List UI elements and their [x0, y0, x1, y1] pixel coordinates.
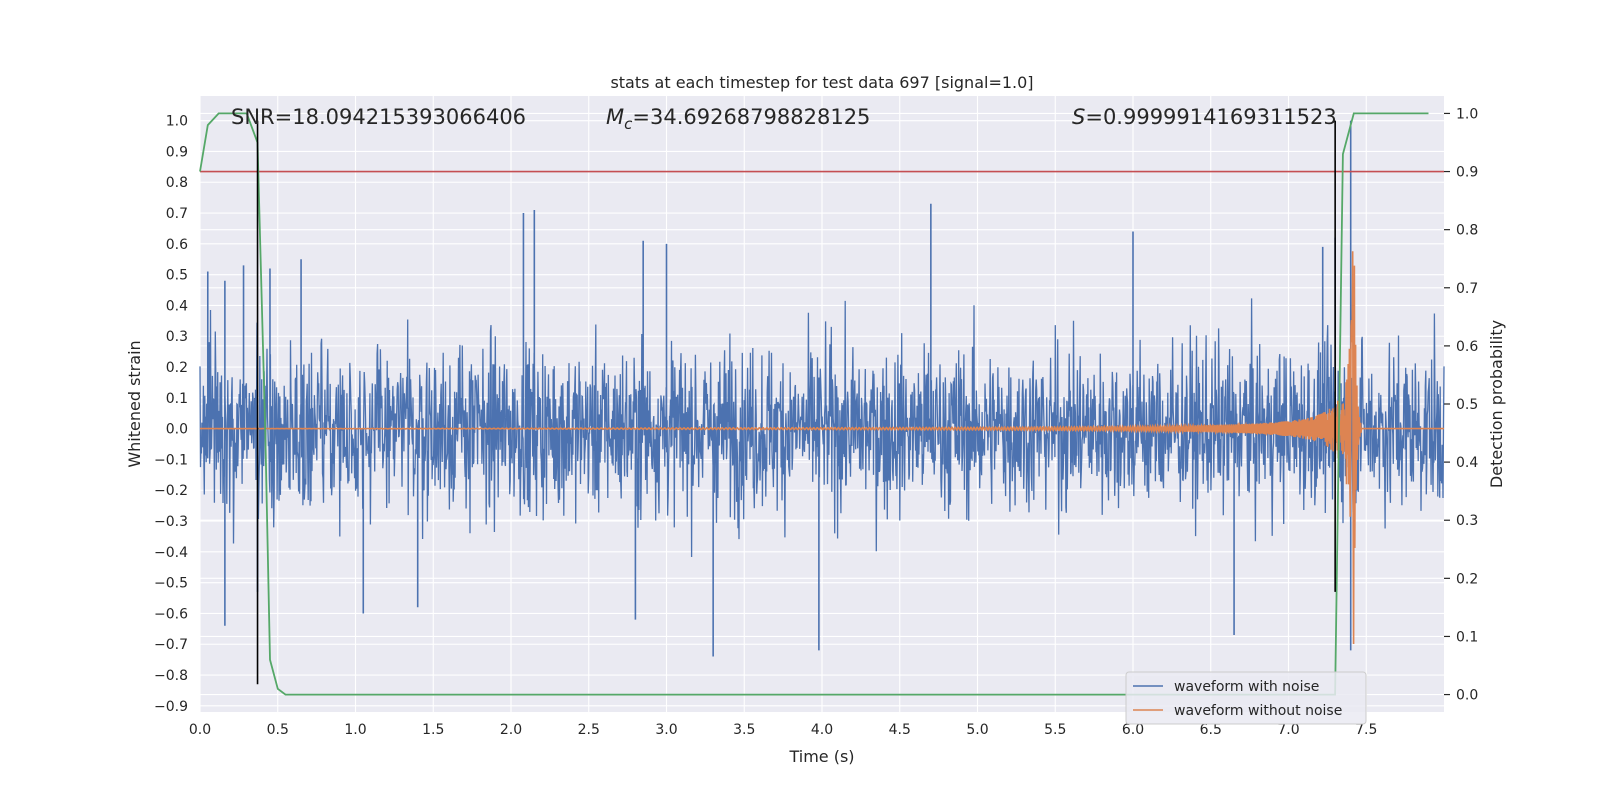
series-detection-probability — [199, 112, 1429, 696]
legend: waveform with noise waveform without noi… — [1125, 671, 1367, 725]
chirp-mass-symbol: M — [606, 105, 624, 129]
x-tick-label: 0.5 — [267, 722, 289, 738]
y-tick-label: 0.2 — [166, 360, 188, 376]
y-tick-label: 0.0 — [166, 422, 188, 438]
x-tick-label: 7.5 — [1355, 722, 1377, 738]
y-tick-label: −0.2 — [154, 483, 188, 499]
legend-label-clean: waveform without noise — [1174, 703, 1342, 719]
x-tick-label: 6.5 — [1200, 722, 1222, 738]
x-tick-label: 4.5 — [889, 722, 911, 738]
chirp-mass-subscript: c — [624, 115, 633, 133]
y-tick-label: −0.5 — [154, 576, 188, 592]
significance-symbol: S — [1072, 105, 1085, 129]
y2-tick-label: 0.6 — [1456, 339, 1478, 355]
significance-value: =0.9999914169311523 — [1085, 105, 1336, 129]
y-tick-label: 0.6 — [166, 237, 188, 253]
y-tick-label: −0.4 — [154, 545, 188, 561]
y2-axis-ticks: 0.0 0.1 0.2 0.3 0.4 0.5 0.6 0.7 0.8 0.9 1.0 — [1444, 106, 1478, 704]
x-tick-label: 2.0 — [500, 722, 522, 738]
y2-tick-label: 0.8 — [1456, 223, 1478, 239]
x-tick-label: 7.0 — [1277, 722, 1299, 738]
y-axis-label: Whitened strain — [125, 340, 144, 467]
y-tick-label: 1.0 — [166, 114, 188, 130]
y2-tick-label: 0.9 — [1456, 165, 1478, 181]
x-tick-label: 1.0 — [344, 722, 366, 738]
legend-box — [1125, 671, 1367, 725]
vertical-markers — [256, 120, 1336, 685]
y-tick-label: −0.1 — [154, 452, 188, 468]
x-tick-label: 6.0 — [1122, 722, 1144, 738]
y2-tick-label: 0.2 — [1456, 571, 1478, 587]
y-axis-ticks: −0.9 −0.8 −0.7 −0.6 −0.5 −0.4 −0.3 −0.2 −0.1 0.0 0… — [154, 114, 188, 715]
x-tick-label: 4.0 — [811, 722, 833, 738]
probability-trace — [199, 112, 1429, 696]
snr-annotation: SNR=18.094215393066406 — [231, 105, 526, 129]
y2-tick-label: 0.3 — [1456, 513, 1478, 529]
x-tick-label: 5.5 — [1044, 722, 1066, 738]
clean-trace — [200, 251, 1444, 645]
y-tick-label: 0.7 — [166, 206, 188, 222]
chart-title: stats at each timestep for test data 697… — [610, 73, 1033, 92]
y2-tick-label: 0.7 — [1456, 281, 1478, 297]
y-tick-label: 0.8 — [166, 175, 188, 191]
y2-tick-label: 0.4 — [1456, 455, 1478, 471]
significance-annotation: S=0.9999914169311523 — [1072, 105, 1337, 129]
y-tick-label: −0.8 — [154, 668, 188, 684]
y2-axis-label: Detection probability — [1487, 320, 1506, 488]
x-tick-label: 3.0 — [655, 722, 677, 738]
x-axis-ticks: 0.0 0.5 1.0 1.5 2.0 2.5 3.0 3.5 4.0 4.5 5.0 5.5 6.0 6… — [189, 722, 1378, 738]
y2-tick-label: 0.1 — [1456, 629, 1478, 645]
noise-trace — [199, 298, 1445, 558]
legend-label-noise: waveform with noise — [1174, 679, 1319, 695]
y2-tick-label: 1.0 — [1456, 106, 1478, 122]
y-tick-label: 0.9 — [166, 144, 188, 160]
chirp-mass-value: =34.69268798828125 — [632, 105, 870, 129]
y2-tick-label: 0.5 — [1456, 397, 1478, 413]
y-tick-label: −0.9 — [154, 699, 188, 715]
x-axis-label: Time (s) — [788, 747, 854, 766]
y-tick-label: 0.1 — [166, 391, 188, 407]
y-tick-label: −0.3 — [154, 514, 188, 530]
y-tick-label: 0.3 — [166, 329, 188, 345]
chirp-mass-annotation: Mc=34.69268798828125 — [606, 105, 870, 133]
series-waveform-without-noise — [200, 251, 1444, 645]
x-tick-label: 2.5 — [578, 722, 600, 738]
y-tick-label: −0.6 — [154, 606, 188, 622]
x-tick-label: 3.5 — [733, 722, 755, 738]
y-tick-label: −0.7 — [154, 637, 188, 653]
y2-tick-label: 0.0 — [1456, 688, 1478, 704]
x-tick-label: 5.0 — [966, 722, 988, 738]
y-tick-label: 0.4 — [166, 298, 188, 314]
y-tick-label: 0.5 — [166, 268, 188, 284]
x-tick-label: 0.0 — [189, 722, 211, 738]
x-tick-label: 1.5 — [422, 722, 444, 738]
